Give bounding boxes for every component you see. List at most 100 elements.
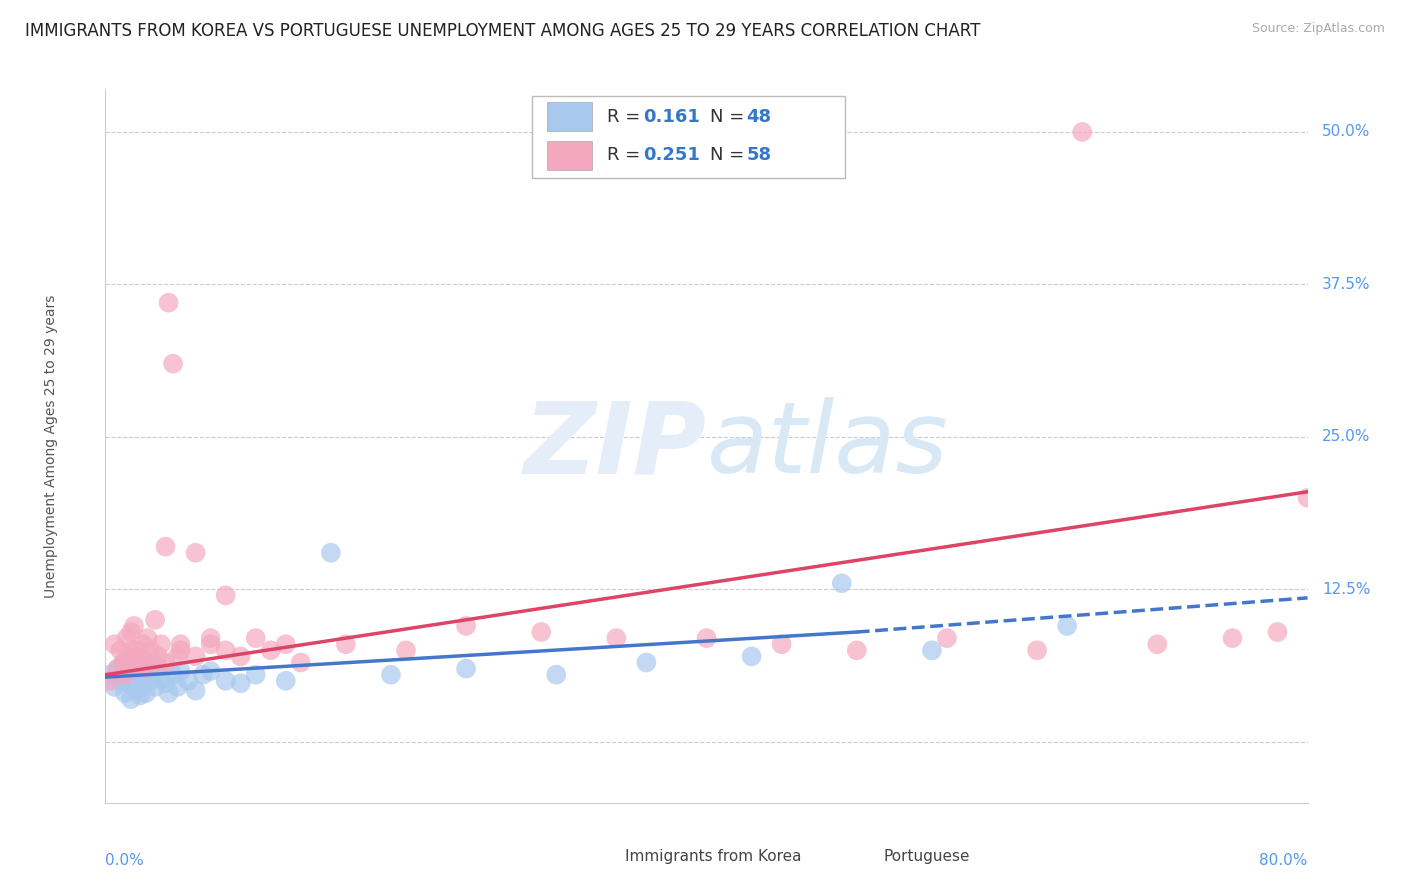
Text: atlas: atlas [707,398,948,494]
Point [200,637,222,651]
Point [260,643,283,657]
Point [122,619,145,633]
Point [395,643,418,657]
Point [150,637,173,651]
Point [120,625,142,640]
Point [1296,491,1319,505]
Point [157,686,180,700]
Point [98,667,121,681]
Point [1071,125,1094,139]
Point [128,662,150,676]
Point [125,683,148,698]
Text: 12.5%: 12.5% [1322,582,1371,597]
Point [214,673,236,688]
Point [117,676,139,690]
FancyBboxPatch shape [827,840,869,872]
Point [135,686,157,700]
Point [142,656,165,670]
Point [124,656,146,670]
Point [134,656,156,670]
Point [454,619,477,633]
Point [103,680,125,694]
Point [146,659,169,673]
Point [200,631,222,645]
Point [143,680,166,694]
Point [131,667,153,681]
Point [184,649,207,664]
Point [214,643,236,657]
Point [150,672,173,686]
Point [770,637,793,651]
Point [245,667,267,681]
Point [166,649,188,664]
Text: ZIP: ZIP [523,398,707,494]
Point [845,643,868,657]
FancyBboxPatch shape [568,840,610,872]
Point [454,662,477,676]
Point [274,637,297,651]
Point [139,673,162,688]
Text: 80.0%: 80.0% [1260,853,1308,868]
Point [1026,643,1049,657]
Point [290,656,312,670]
Text: Portuguese: Portuguese [883,849,970,863]
Point [132,637,155,651]
Point [155,656,177,670]
Point [115,664,138,678]
Point [184,683,207,698]
Text: 37.5%: 37.5% [1322,277,1371,292]
Point [115,631,138,645]
FancyBboxPatch shape [533,96,845,178]
Point [121,643,143,657]
Point [546,667,568,681]
Point [245,631,267,645]
Point [110,643,132,657]
Text: 0.251: 0.251 [643,146,700,164]
Point [135,662,157,676]
Point [229,649,252,664]
Point [1146,637,1168,651]
Text: Unemployment Among Ages 25 to 29 years: Unemployment Among Ages 25 to 29 years [45,294,59,598]
Point [129,689,152,703]
Text: 25.0%: 25.0% [1322,429,1371,444]
Point [120,692,142,706]
Point [636,656,658,670]
Point [696,631,718,645]
Text: R =: R = [607,146,645,164]
Point [162,667,184,681]
Point [530,625,553,640]
Point [136,631,159,645]
Point [128,656,150,670]
Point [139,643,162,657]
Point [1267,625,1289,640]
Point [921,643,943,657]
Point [117,649,139,664]
Point [936,631,959,645]
Point [274,673,297,688]
Point [177,673,200,688]
Point [129,649,152,664]
Point [229,676,252,690]
Point [605,631,627,645]
Point [118,659,141,673]
Point [121,652,143,666]
FancyBboxPatch shape [547,103,592,131]
Point [114,667,136,681]
Point [124,664,146,678]
Text: 58: 58 [747,146,772,164]
Point [98,673,121,688]
Point [169,643,191,657]
Point [142,664,165,678]
Point [169,637,191,651]
FancyBboxPatch shape [547,141,592,169]
Point [136,662,159,676]
Point [125,643,148,657]
Point [103,637,125,651]
Text: Source: ZipAtlas.com: Source: ZipAtlas.com [1251,22,1385,36]
Point [380,667,402,681]
Point [112,656,135,670]
Point [319,546,342,560]
Point [107,662,129,676]
Text: IMMIGRANTS FROM KOREA VS PORTUGUESE UNEMPLOYMENT AMONG AGES 25 TO 29 YEARS CORRE: IMMIGRANTS FROM KOREA VS PORTUGUESE UNEM… [25,22,980,40]
Text: 50.0%: 50.0% [1322,124,1371,139]
